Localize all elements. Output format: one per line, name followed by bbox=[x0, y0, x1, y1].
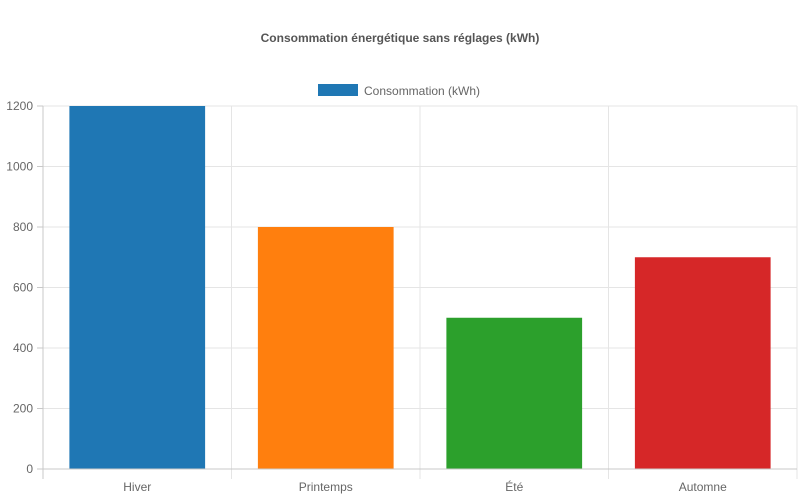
legend[interactable]: Consommation (kWh) bbox=[318, 84, 480, 98]
x-tick-label: Hiver bbox=[123, 480, 151, 494]
legend-swatch bbox=[318, 84, 358, 96]
y-tick-label: 200 bbox=[13, 402, 33, 416]
x-axis-ticks: Hiver Printemps Été Automne bbox=[123, 479, 727, 494]
bar-automne[interactable] bbox=[634, 257, 771, 469]
chart-title: Consommation énergétique sans réglages (… bbox=[261, 31, 540, 45]
x-tick-label: Automne bbox=[679, 480, 727, 494]
bar-été[interactable] bbox=[446, 317, 583, 469]
axes bbox=[42, 106, 797, 479]
y-axis-ticks: 0 200 400 600 800 1000 1200 bbox=[6, 99, 43, 476]
x-tick-label: Printemps bbox=[299, 480, 353, 494]
y-tick-label: 400 bbox=[13, 341, 33, 355]
legend-label: Consommation (kWh) bbox=[364, 84, 480, 98]
y-tick-label: 1200 bbox=[6, 99, 33, 113]
bars bbox=[69, 106, 771, 469]
y-tick-label: 800 bbox=[13, 220, 33, 234]
bar-printemps[interactable] bbox=[257, 227, 394, 469]
y-tick-label: 1000 bbox=[6, 160, 33, 174]
x-tick-label: Été bbox=[505, 479, 523, 494]
y-tick-label: 600 bbox=[13, 281, 33, 295]
bar-hiver[interactable] bbox=[69, 106, 206, 469]
y-tick-label: 0 bbox=[26, 462, 33, 476]
